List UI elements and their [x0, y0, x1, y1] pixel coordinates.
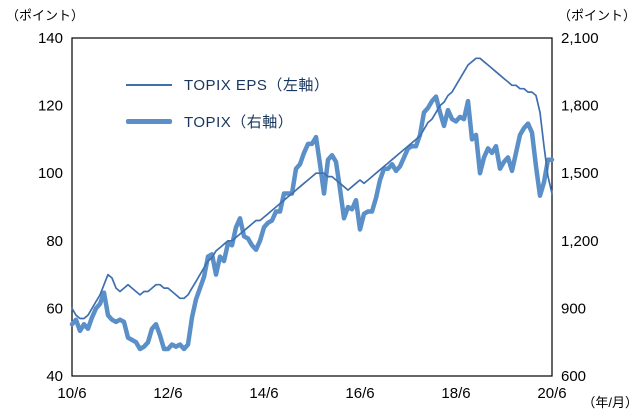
x-axis-tick-label: 20/6 — [537, 385, 566, 402]
right-axis-tick-label: 2,100 — [561, 30, 599, 47]
right-axis-unit: （ポイント） — [557, 8, 636, 23]
eps-line-swatch — [126, 83, 172, 86]
x-axis-tick-label: 18/6 — [441, 385, 470, 402]
right-axis-tick-label: 1,200 — [561, 233, 599, 250]
legend-label-topix: TOPIX（右軸） — [184, 114, 294, 131]
right-axis-tick-label: 1,500 — [561, 165, 599, 182]
legend-label-eps: TOPIX EPS（左軸） — [184, 77, 330, 94]
right-axis-tick-label: 1,800 — [561, 98, 599, 115]
legend: TOPIX EPS（左軸） TOPIX（右軸） — [126, 74, 329, 148]
left-axis-unit: （ポイント） — [6, 8, 85, 23]
x-axis-tick-label: 14/6 — [249, 385, 278, 402]
left-axis-tick-label: 100 — [38, 165, 63, 182]
x-axis-tick-label: 16/6 — [345, 385, 374, 402]
right-axis-tick-label: 900 — [561, 300, 586, 317]
left-axis-tick-label: 120 — [38, 98, 63, 115]
topix-line — [69, 94, 555, 352]
x-axis-tick-label: 10/6 — [57, 385, 86, 402]
right-axis-tick-label: 600 — [561, 368, 586, 385]
left-axis-tick-label: 140 — [38, 30, 63, 47]
left-axis-tick-label: 40 — [46, 368, 63, 385]
legend-item-eps: TOPIX EPS（左軸） — [126, 74, 329, 95]
topix-line-swatch — [126, 119, 172, 124]
x-axis-unit: （年/月） — [582, 395, 638, 410]
legend-item-topix: TOPIX（右軸） — [126, 111, 329, 132]
eps-line — [71, 57, 553, 320]
plot-border — [71, 37, 553, 377]
left-axis-tick-label: 80 — [46, 233, 63, 250]
left-axis-tick-label: 60 — [46, 300, 63, 317]
x-axis-tick-label: 12/6 — [153, 385, 182, 402]
